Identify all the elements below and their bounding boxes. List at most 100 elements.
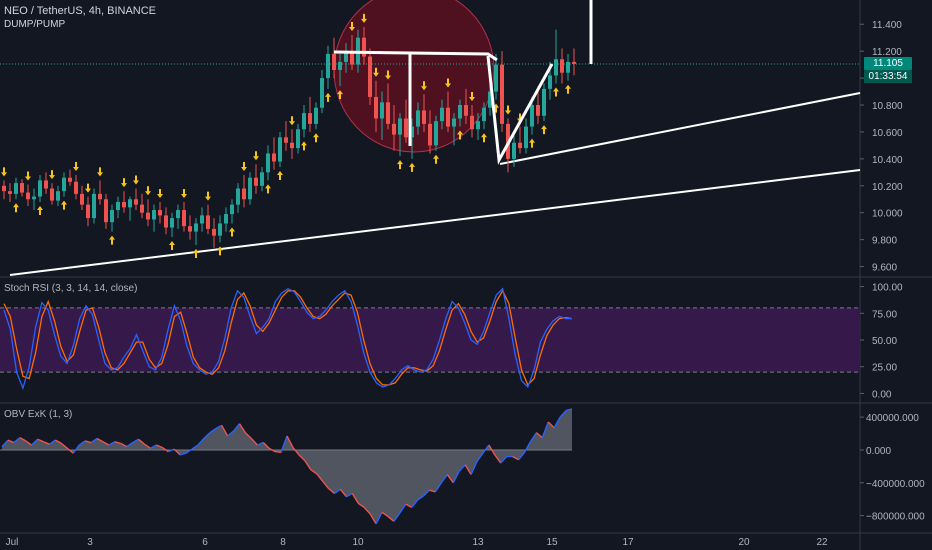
obv-line-segment [138,438,145,445]
obv-line-segment [185,448,193,454]
candle-body [494,64,498,92]
obv-line-segment [31,438,39,446]
candle-body [386,102,390,124]
obv-line-segment [55,439,62,444]
obv-line-segment [275,450,282,454]
pump-arrow-icon [169,240,175,250]
candle-body [32,196,36,200]
candle-body [254,177,258,186]
obv-line-segment [304,460,312,471]
candle-body [152,210,156,220]
obv-line-segment [167,448,175,453]
obv-line-segment [381,511,389,517]
candle-body [134,199,138,205]
pump-arrow-icon [61,200,67,210]
dump-arrow-icon [73,162,79,172]
candle-body [122,201,126,208]
candle-body [86,204,90,219]
dump-arrow-icon [1,167,7,177]
candle-body [530,105,534,127]
candle-body [170,218,174,228]
candle-body [38,180,42,197]
candle-body [452,118,456,127]
obv-line-segment [559,410,567,418]
candle-body [548,75,552,89]
obv-line-segment [375,511,383,525]
candle-body [500,64,504,124]
obv-line-segment [494,454,502,464]
candle-body [296,129,300,149]
pump-arrow-icon [37,205,43,215]
candle-body [338,61,342,71]
obv-line-segment [66,447,74,454]
candle-body [374,96,378,119]
stoch-rsi-title: Stoch RSI (3, 3, 14, 14, close) [4,283,138,294]
candle-body [218,223,222,236]
pump-arrow-icon [337,90,343,100]
candle-body [284,137,288,143]
obv-line-segment [49,439,56,445]
obv-line-segment [393,512,401,522]
obv-line-segment [535,432,543,439]
stoch-tick-label: 0.00 [872,389,892,400]
obv-line-segment [191,444,199,450]
candle-body [308,113,312,124]
candle-body [272,153,276,162]
candle-body [416,110,420,127]
obv-line-segment [244,432,252,439]
obv-line-segment [227,430,235,437]
last-price-badge: 11.105 [864,57,912,70]
candle-body [158,210,162,216]
candle-body [290,142,294,149]
candle-body [260,172,264,186]
obv-line-segment [476,452,484,462]
obv-line-segment [328,487,335,494]
price-tick-label: 10.800 [872,101,903,112]
obv-line-segment [257,441,264,446]
trend-line-lower [9,169,861,276]
stoch-tick-label: 25.00 [872,363,897,374]
pump-arrow-icon [193,249,199,259]
obv-line-segment [405,503,413,508]
obv-line-segment [96,437,104,443]
candle-body [194,223,198,232]
obv-line-segment [280,435,288,453]
obv-line-segment [298,454,306,462]
pump-arrow-icon [541,125,547,135]
stoch-band [0,307,860,373]
symbol-title: NEO / TetherUS, 4h, BINANCE [4,5,157,17]
price-tick-label: 11.200 [872,47,902,58]
time-axis-label: 22 [816,537,828,548]
obv-line-segment [126,441,134,448]
obv-line-segment [458,464,466,472]
obv-line-segment [102,441,110,446]
dump-arrow-icon [49,170,55,180]
candle-body [488,91,492,108]
time-axis-label: Jul [6,537,19,548]
obv-line-segment [161,446,169,453]
dump-arrow-icon [25,171,31,181]
candle-body [20,183,24,193]
obv-line-segment [351,493,359,504]
obv-line-segment [547,421,555,429]
price-tick-label: 10.600 [872,128,903,139]
trend-line-upper [499,92,861,165]
stoch-d-line [3,289,573,387]
obv-line-segment [1,439,9,448]
obv-line-segment [411,499,419,508]
obv-area [2,408,572,524]
stoch-tick-label: 75.00 [872,309,897,320]
candle-body [542,88,546,116]
dump-arrow-icon [361,13,367,23]
obv-line-segment [529,432,537,443]
candle-body [554,59,558,76]
obv-line-segment [446,474,454,484]
obv-line-segment [90,437,98,444]
price-tick-label: 11.400 [872,20,902,31]
candle-body [248,177,252,200]
candle-body [398,118,402,135]
obv-line-segment [250,437,258,446]
candle-body [512,142,516,159]
candle-body [560,59,564,73]
